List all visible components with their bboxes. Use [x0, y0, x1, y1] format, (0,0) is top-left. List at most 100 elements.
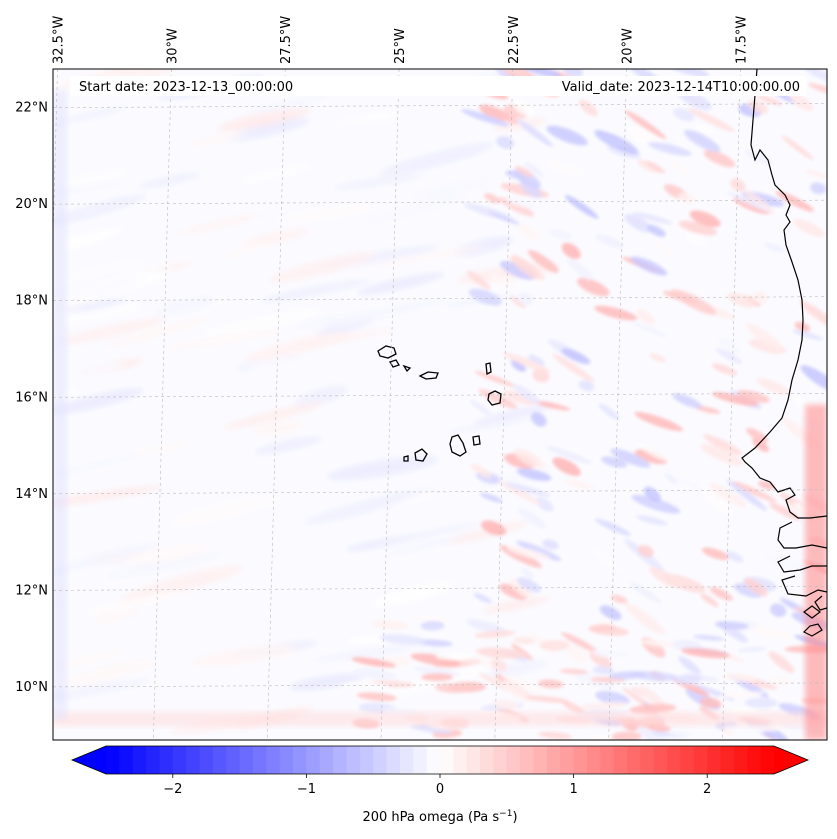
field-patch	[601, 456, 628, 468]
colorbar-tick-label: −1	[297, 782, 316, 797]
field-patch	[509, 296, 526, 309]
field-patch	[510, 254, 540, 280]
field-patch	[474, 370, 516, 387]
field-patch	[517, 223, 540, 241]
meridian-line	[266, 69, 286, 740]
field-patch	[559, 668, 589, 675]
field-patch	[560, 632, 598, 653]
field-patch	[723, 725, 766, 733]
field-patch	[678, 656, 701, 675]
field-patch	[121, 565, 245, 602]
field-patch	[530, 412, 547, 427]
colorbar-cell	[733, 746, 748, 774]
field-patch	[295, 385, 348, 407]
field-patch	[561, 242, 581, 260]
meridian-line	[494, 69, 514, 740]
colorbar-cell	[186, 746, 201, 774]
colorbar-cell	[159, 746, 174, 774]
field-patch	[726, 551, 744, 563]
field-patch	[727, 293, 757, 308]
field-patch	[624, 110, 667, 139]
field-patch	[484, 193, 501, 204]
field-patch	[326, 456, 439, 480]
field-patch	[631, 494, 681, 514]
field-patch	[594, 518, 632, 536]
valid-date-label: Valid_date: 2023-12-14T10:00:00.00	[562, 80, 800, 95]
field-patch	[756, 377, 790, 395]
field-patch	[420, 620, 445, 631]
colorbar-cell	[359, 746, 374, 774]
field-patch	[389, 298, 449, 311]
field-patch	[66, 659, 155, 685]
field-patch	[421, 673, 454, 681]
field-band-west	[53, 89, 67, 720]
colorbar-cell	[132, 746, 147, 774]
field-patch	[811, 209, 827, 224]
field-patch	[501, 680, 533, 702]
field-patch	[685, 233, 706, 246]
colorbar-cell	[600, 746, 615, 774]
coast-bissau	[781, 575, 827, 597]
field-patch	[592, 666, 615, 675]
map-gridlines	[53, 69, 827, 740]
field-patch	[589, 547, 625, 575]
field-patch	[469, 400, 492, 415]
field-patch	[447, 521, 529, 544]
lon-tick-label: 20°W	[621, 28, 636, 64]
colorbar-cell	[252, 746, 267, 774]
meridian-line	[608, 69, 627, 740]
field-patch	[238, 165, 312, 183]
field-patch	[637, 545, 654, 558]
colorbar-cell	[707, 746, 722, 774]
field-patch	[730, 178, 746, 192]
field-patch	[357, 272, 445, 295]
field-patch	[481, 520, 507, 536]
field-patch	[561, 69, 584, 78]
field-band-east	[805, 404, 827, 740]
colorbar-cell	[440, 746, 454, 774]
colorbar-cell	[306, 746, 321, 774]
field-patch	[506, 197, 543, 210]
field-patch	[379, 142, 494, 176]
field-patch	[104, 552, 225, 579]
colorbar-cell	[480, 746, 495, 774]
field-patch	[323, 119, 382, 135]
coast-islands	[802, 605, 823, 637]
field-patch	[752, 291, 769, 305]
meridian-line	[380, 69, 400, 740]
field-patch	[516, 468, 552, 481]
field-patch	[467, 270, 491, 290]
lat-tick-label: 20°N	[15, 197, 48, 212]
field-patch	[380, 105, 452, 122]
field-patch	[768, 651, 795, 673]
colorbar-cell	[199, 746, 214, 774]
field-patch	[517, 644, 547, 655]
field-band-south	[53, 712, 827, 726]
colorbar-cell	[386, 746, 401, 774]
field-patch	[506, 546, 551, 560]
field-patch	[790, 94, 814, 111]
field-patch	[781, 135, 814, 160]
field-patch	[703, 150, 736, 168]
field-patch	[700, 593, 719, 607]
colorbar: −2 −1 0 1 2 200 hPa omega (Pa s−1)	[70, 745, 810, 825]
field-patch	[636, 725, 676, 740]
colorbar-cell	[466, 746, 481, 774]
field-patch	[513, 100, 534, 116]
field-patch	[58, 318, 166, 344]
colorbar-ticks: −2 −1 0 1 2	[163, 774, 711, 797]
field-patch	[54, 453, 143, 476]
field-patch	[710, 259, 753, 282]
field-patch	[527, 249, 559, 273]
field-patch	[532, 400, 571, 411]
field-patch	[269, 488, 392, 511]
field-patch	[636, 308, 656, 326]
field-patch	[289, 673, 364, 691]
field-patch	[566, 645, 587, 663]
colorbar-cell	[586, 746, 601, 774]
field-patch	[803, 69, 827, 85]
field-patch	[445, 417, 534, 434]
field-patch	[517, 577, 541, 593]
field-patch	[649, 566, 680, 588]
lon-tick-label: 27.5°W	[279, 16, 294, 64]
